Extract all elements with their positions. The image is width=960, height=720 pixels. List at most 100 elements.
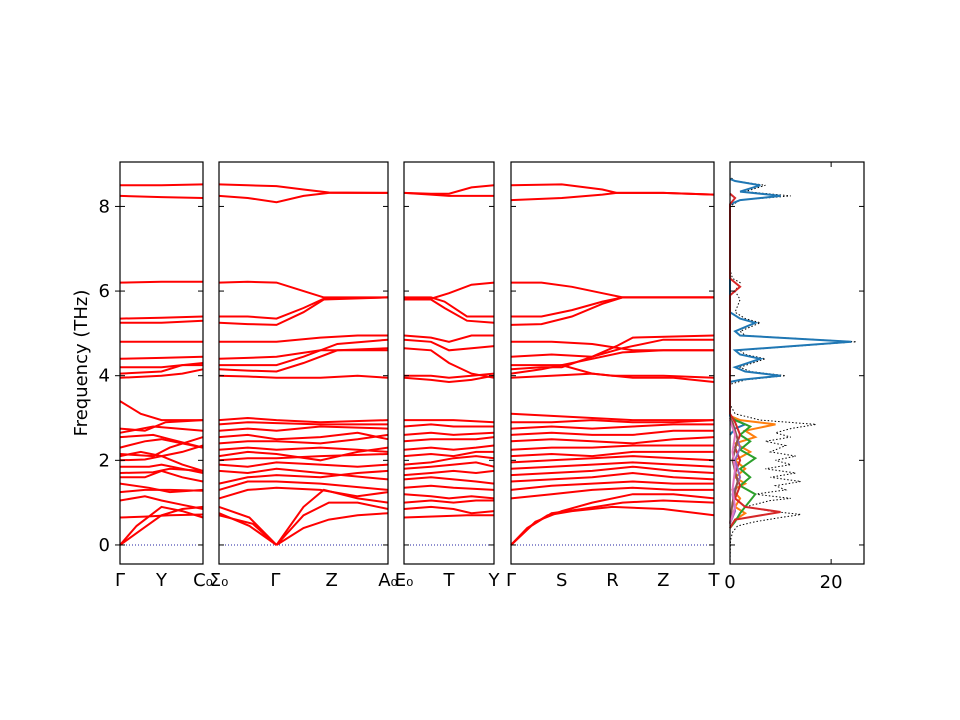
band-line <box>403 191 494 197</box>
band-line <box>510 183 715 196</box>
dos-projected-line <box>729 414 776 529</box>
band-line <box>218 486 389 500</box>
band-line <box>119 368 204 379</box>
band-line <box>218 461 389 468</box>
band-line <box>510 461 715 470</box>
band-line <box>119 315 204 320</box>
band-line <box>218 514 278 546</box>
band-panel-2: Σ₀ Γ Z A₀ <box>210 161 398 591</box>
band-line <box>119 450 204 472</box>
band-line <box>218 446 389 453</box>
band-line <box>510 486 714 500</box>
band-line <box>511 364 715 379</box>
band-line <box>510 471 715 483</box>
band-line <box>403 493 495 500</box>
band-line <box>403 431 495 436</box>
band-line <box>119 194 204 199</box>
band-line <box>510 455 715 464</box>
band-line <box>403 423 494 428</box>
band-line <box>119 513 204 519</box>
band-line <box>403 476 495 485</box>
dos-frame <box>729 161 865 565</box>
band-line <box>218 433 389 445</box>
band-line <box>275 512 389 546</box>
band-line <box>119 436 204 458</box>
band-line <box>119 355 204 360</box>
band-line <box>120 183 204 187</box>
band-line <box>510 436 715 445</box>
band-line <box>403 514 494 519</box>
x-tick-label: S <box>556 570 567 591</box>
band-line <box>218 431 389 441</box>
band-line <box>119 505 204 546</box>
band-line <box>511 296 714 318</box>
band-line <box>510 465 715 477</box>
band-line <box>510 450 714 458</box>
x-tick-label: Γ <box>506 570 516 591</box>
band-line <box>119 364 203 375</box>
band-line <box>218 480 389 491</box>
band-line <box>218 280 388 299</box>
band-line <box>510 429 714 436</box>
band-line <box>275 488 389 546</box>
band-line <box>403 374 495 384</box>
band-line <box>510 296 714 326</box>
band-line <box>510 480 714 491</box>
band-line <box>510 444 714 451</box>
band-line <box>511 340 714 352</box>
x-tick-label: T <box>443 570 456 591</box>
band-line <box>218 446 389 462</box>
band-line <box>218 469 389 485</box>
dos-projected-line <box>729 419 737 525</box>
band-line <box>218 467 389 481</box>
band-line <box>510 338 714 358</box>
x-tick-label: Γ <box>115 570 125 591</box>
x-tick-label: T <box>708 570 721 591</box>
band-line <box>511 281 714 299</box>
band-line <box>403 184 495 195</box>
dos-projected-line <box>729 177 852 436</box>
band-line <box>219 338 389 367</box>
panel-frame <box>119 161 204 565</box>
dos-total-line <box>729 176 857 565</box>
band-line <box>403 338 495 352</box>
band-line <box>403 436 495 443</box>
band-line <box>218 347 389 373</box>
band-line <box>403 499 494 504</box>
y-tick-label: 2 <box>99 450 110 471</box>
y-tick-label: 0 <box>99 535 110 556</box>
band-line <box>218 416 389 424</box>
band-line <box>119 433 204 449</box>
band-line <box>403 334 494 343</box>
band-line <box>275 501 389 546</box>
band-line <box>120 463 204 474</box>
band-line <box>403 461 495 470</box>
band-line <box>218 425 389 432</box>
panel-frame <box>403 161 495 565</box>
band-line <box>403 484 495 491</box>
band-line <box>218 296 389 326</box>
band-line <box>403 469 495 477</box>
dos-panel: 0 20 <box>724 161 865 593</box>
y-tick-label: 8 <box>99 196 110 217</box>
band-line <box>219 334 388 343</box>
x-tick-label: Y <box>155 570 168 591</box>
x-tick-label: 20 <box>820 572 843 593</box>
x-tick-label: E₀ <box>395 570 414 591</box>
band-line <box>403 455 495 466</box>
x-tick-label: Y <box>488 570 501 591</box>
band-line <box>120 319 204 324</box>
panel-frame <box>218 161 389 565</box>
band-line <box>403 450 494 458</box>
band-line <box>119 495 204 510</box>
y-tick-label: 6 <box>99 281 110 302</box>
band-line <box>510 349 714 375</box>
x-tick-label: C₀ <box>193 570 213 591</box>
band-line <box>218 349 388 360</box>
band-line <box>218 191 388 204</box>
panel-frame <box>510 161 715 565</box>
band-line <box>404 298 495 324</box>
